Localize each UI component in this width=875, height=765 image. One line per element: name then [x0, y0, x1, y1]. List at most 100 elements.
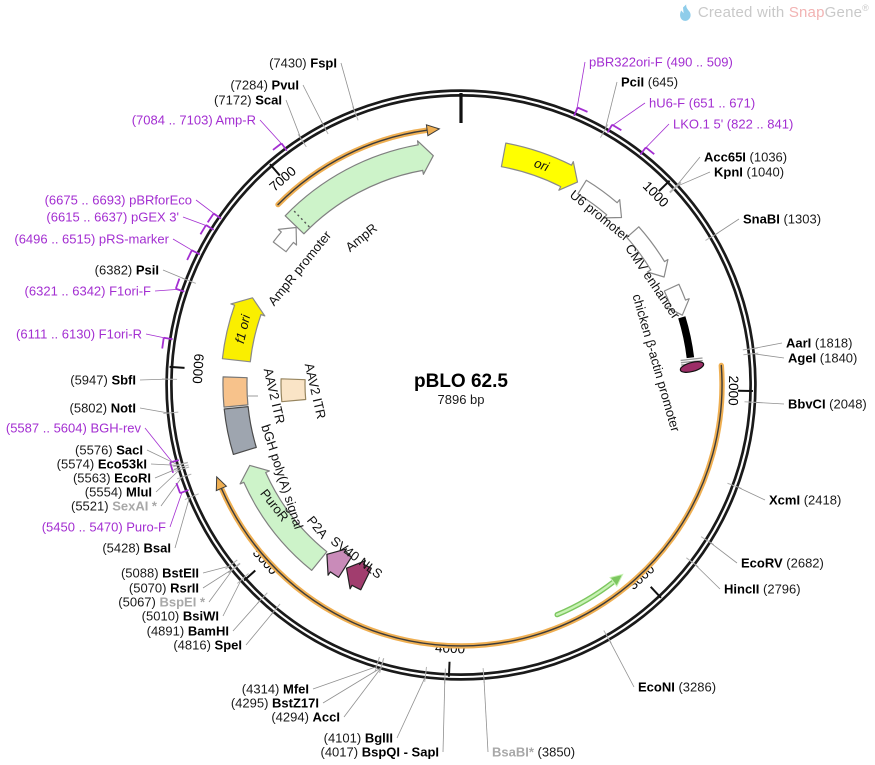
leader-pGEX 3' [183, 217, 208, 226]
leader-SbfI [140, 379, 167, 380]
site-label-AarI: AarI (1818) [786, 336, 853, 351]
leader-hU6-F [611, 103, 645, 126]
primer-tick-hook [273, 143, 282, 150]
scale-label: 2000 [726, 375, 742, 405]
leader-HincII [694, 564, 720, 589]
leader-BglII [397, 677, 425, 738]
watermark-text: Created with SnapGene® [698, 3, 869, 21]
site-label-BstZ17I: (4295) BstZ17I [231, 696, 319, 711]
site-label-Amp-R: (7084 .. 7103) Amp-R [132, 113, 256, 128]
site-label-MluI: (5554) MluI [85, 485, 152, 500]
plasmid-length: 7896 bp [438, 392, 485, 407]
site-label-BsaBI-: BsaBI* (3850) [492, 745, 575, 760]
leader-NotI [140, 408, 168, 413]
plasmid-name: pBLO 62.5 [414, 371, 508, 392]
feature-intron-ellipse [679, 360, 705, 375]
site-label-EcoNI: EcoNI (3286) [638, 680, 716, 695]
site-label-BspEI-: (5067) BspEI * [118, 595, 206, 610]
watermark-brand-gene: Gene [825, 4, 863, 21]
feature-aav2-itr-inner [281, 379, 306, 402]
leader-BspQI - SapI [443, 679, 445, 752]
site-label-Puro-F: (5450 .. 5470) Puro-F [42, 520, 166, 535]
leader-pRS-marker [173, 239, 194, 251]
feature-transgene-orf-arrowhead [216, 477, 226, 491]
site-label-EcoRV: EcoRV (2682) [741, 556, 824, 571]
site-label-RsrII: (5070) RsrII [129, 581, 199, 596]
feature-intron-bar [682, 317, 691, 357]
leader-BGH-rev [145, 428, 172, 462]
scale-label: 6000 [190, 353, 207, 384]
site-label-BglII: (4101) BglII [324, 731, 393, 746]
snapgene-logo-icon [678, 4, 693, 21]
site-label-MfeI: (4314) MfeI [242, 682, 309, 697]
site-label-BspQI-SapI: (4017) BspQI - SapI [321, 745, 440, 760]
site-label-EcoRI: (5563) EcoRI [73, 471, 151, 486]
site-label-SexAI-: (5521) SexAI * [71, 499, 158, 514]
leader-MluI [156, 470, 180, 492]
site-label-ScaI: (7172) ScaI [214, 93, 282, 108]
site-label-BGH-rev: (5587 .. 5604) BGH-rev [6, 421, 142, 436]
leader-AccI [344, 668, 381, 717]
site-label-SnaBI: SnaBI (1303) [743, 212, 821, 227]
site-label-SbfI: (5947) SbfI [70, 373, 136, 388]
leader-BbvCI [754, 402, 784, 404]
leader-F1ori-R [146, 334, 166, 338]
feature-bgh-polya-signal [224, 407, 256, 455]
feature-label-aav2-itr: AAV2 ITR [302, 362, 329, 421]
site-label-F1ori-R: (6111 .. 6130) F1ori-R [16, 327, 142, 342]
site-label-SpeI: (4816) SpeI [173, 638, 242, 653]
site-label-pBR322ori-F: pBR322ori-F (490 .. 509) [589, 55, 733, 70]
site-label-BbvCI: BbvCI (2048) [788, 397, 867, 412]
leader-SpeI [246, 612, 274, 645]
primer-tick-hook [612, 125, 621, 131]
primer-tick-hook [200, 225, 206, 234]
leader-BstZ17I [323, 668, 381, 703]
watermark-brand-snap: Snap [789, 4, 825, 21]
site-label-FspI: (7430) FspI [269, 56, 337, 71]
site-label-PciI: PciI (645) [621, 75, 678, 90]
leader-AarI [753, 343, 782, 349]
watermark-created-with: Created with [698, 4, 789, 21]
site-label-BstEII: (5088) BstEII [121, 566, 199, 581]
leader-BstEII [203, 566, 229, 573]
site-label-BsaI: (5428) BsaI [102, 541, 171, 556]
site-label-XcmI: XcmI (2418) [769, 493, 841, 508]
site-label-LKO-1-5-: LKO.1 5' (822 .. 841) [673, 117, 793, 132]
leader-F1ori-F [155, 289, 178, 291]
leader-BsiWI [223, 580, 241, 616]
scale-tick [449, 662, 450, 677]
feature-ampr [285, 141, 433, 234]
site-label-PsiI: (6382) PsiI [95, 263, 159, 278]
site-label-AccI: (4294) AccI [271, 710, 340, 725]
leader-PsiI [163, 270, 186, 280]
leader-BsaBI* [484, 678, 488, 752]
feature-label-ampr: AmpR [342, 220, 380, 254]
primer-tick-hook [162, 338, 164, 349]
leader-BamHI [233, 600, 261, 631]
site-label-NotI: (5802) NotI [70, 401, 136, 416]
leader-SnaBI [714, 219, 739, 235]
site-label-KpnI: KpnI (1040) [714, 165, 784, 180]
leader-pBRforEco [196, 200, 215, 215]
primer-tick-hook [176, 483, 180, 493]
leader-Eco53kI [151, 464, 178, 465]
snapgene-watermark: Created with SnapGene® [678, 3, 869, 21]
scale-tick [170, 367, 185, 368]
site-label-hU6-F: hU6-F (651 .. 671) [649, 96, 755, 111]
leader-BspEI * [209, 570, 232, 602]
leader-Amp-R [260, 120, 283, 145]
site-label-Eco53kI: (5574) Eco53kI [57, 457, 147, 472]
primer-tick-hook [176, 279, 180, 289]
scale-tick [651, 587, 661, 598]
site-label-pGEX-3-: (6615 .. 6637) pGEX 3' [46, 210, 179, 225]
watermark-registered: ® [862, 3, 869, 13]
leader-Puro-F [170, 492, 182, 527]
leader-EcoNI [609, 639, 634, 687]
feature-intron-coil [681, 358, 703, 360]
primer-tick-hook [578, 108, 588, 112]
leader-XcmI [737, 487, 765, 500]
site-label-SacI: (5576) SacI [75, 443, 143, 458]
site-label-PvuI: (7284) PvuI [230, 78, 299, 93]
leader-FspI [341, 63, 354, 111]
